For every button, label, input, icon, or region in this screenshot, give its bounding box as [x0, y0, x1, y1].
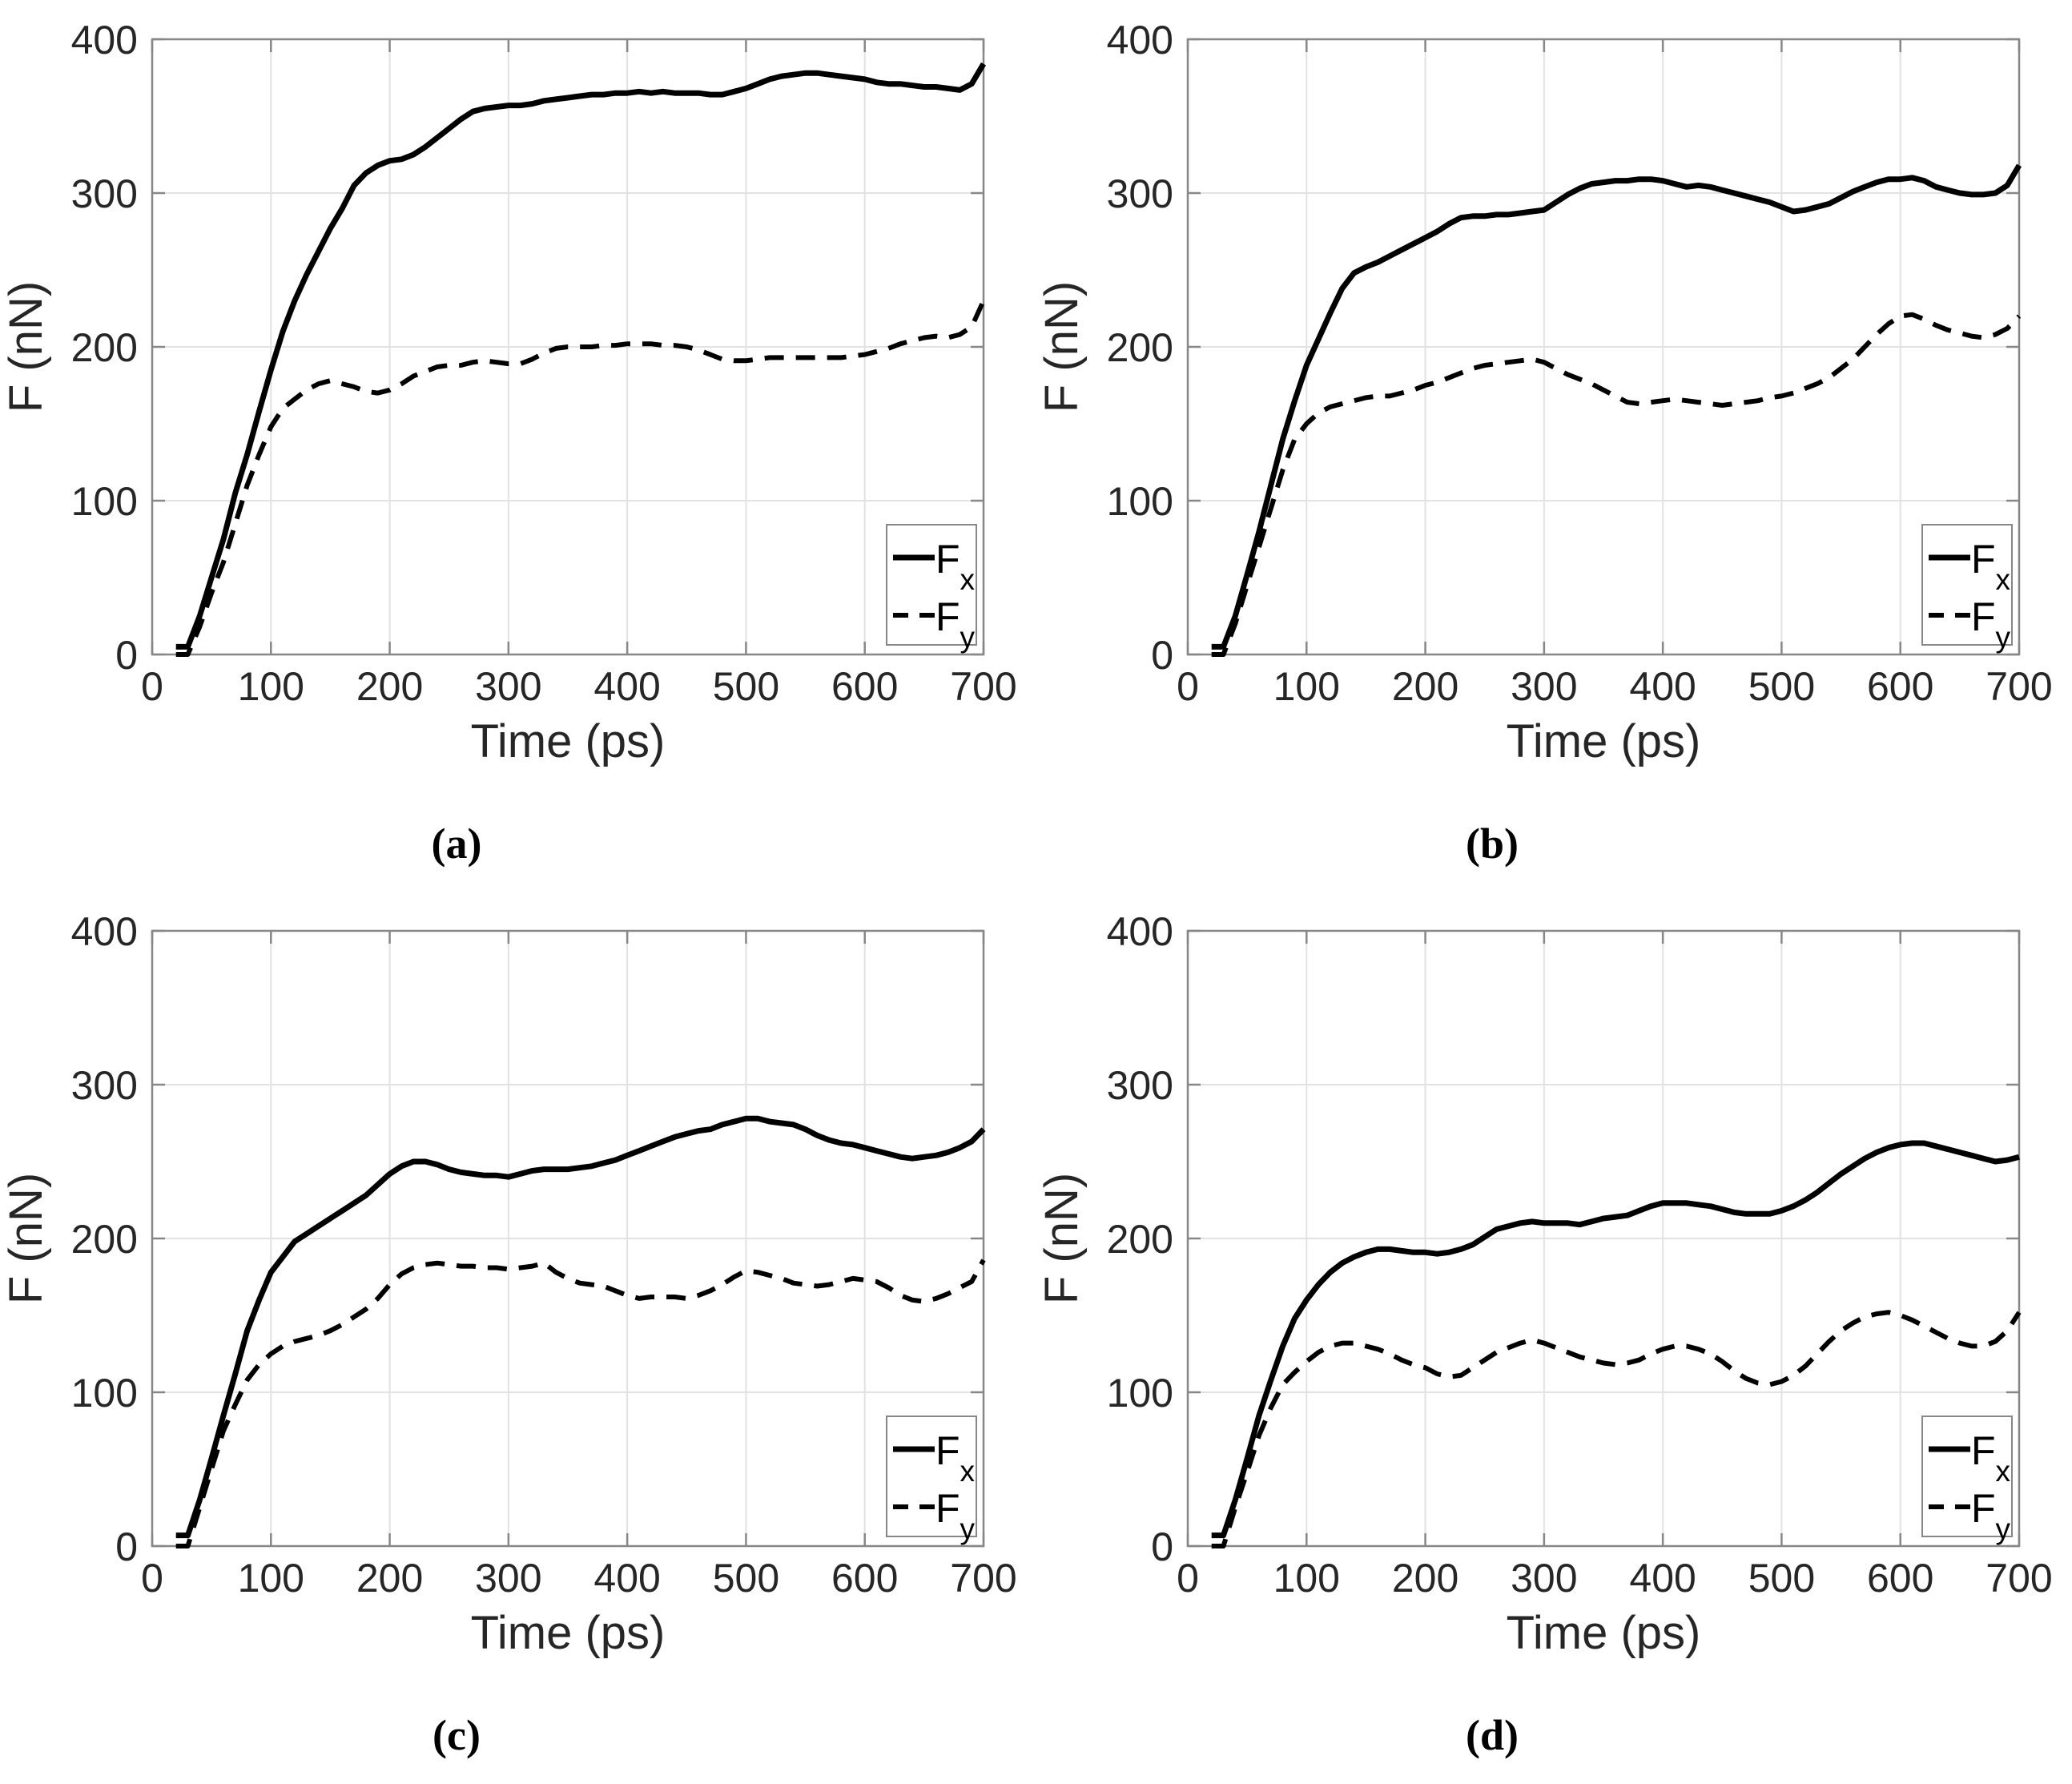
x-tick-label: 0: [1177, 1556, 1199, 1601]
legend-label-fx: Fx: [1971, 537, 2011, 596]
x-tick-label: 700: [1985, 1556, 2052, 1601]
legend-label-fy: Fy: [935, 1486, 976, 1545]
y-tick-label: 0: [115, 1524, 138, 1569]
series-fy-line: [175, 300, 986, 657]
x-tick-label: 200: [1392, 1556, 1458, 1601]
x-tick-label: 0: [141, 1556, 163, 1601]
legend-label-fy: Fy: [1971, 1486, 2011, 1545]
y-axis-label: F (nN): [1036, 281, 1088, 413]
x-tick-label: 200: [356, 664, 423, 709]
legend-label-fx: Fx: [935, 537, 976, 596]
x-tick-label: 200: [1392, 664, 1458, 709]
y-tick-label: 200: [1107, 1217, 1173, 1262]
x-tick-label: 300: [1511, 1556, 1577, 1601]
x-tick-label: 500: [1748, 664, 1815, 709]
series-fx-line: [175, 62, 987, 650]
x-axis-label: Time (ps): [471, 1607, 666, 1659]
x-tick-label: 0: [141, 664, 163, 709]
legend-label-fx: Fx: [1971, 1428, 2011, 1488]
y-tick-label: 200: [71, 325, 138, 370]
chart-c: 0 100 200 300 400 500 600 700 0 100 200 300 400 Time …: [0, 909, 1017, 1659]
series-fy-line: [1211, 1310, 2022, 1548]
panel-c: 0 100 200 300 400 500 600 700 0 100 200 300 400 Time …: [0, 892, 1036, 1784]
legend-label-fx: Fx: [935, 1428, 976, 1488]
chart-d: 0 100 200 300 400 500 600 700 0 100 200 300 400 Time …: [1036, 909, 2053, 1659]
series-fx-line: [1211, 1140, 2020, 1539]
x-tick-label: 500: [1748, 1556, 1815, 1601]
chart-a: 0 100 200 300 400 500 600 700 0 100 200 300 400 Time …: [0, 18, 1017, 767]
legend-label-fy: Fy: [935, 594, 976, 654]
x-axis-label: Time (ps): [1507, 1607, 1701, 1659]
x-axis-label: Time (ps): [1507, 715, 1701, 767]
y-axis-label: F (nN): [0, 1173, 52, 1304]
legend-box: [886, 524, 977, 646]
x-tick-label: 300: [475, 1556, 541, 1601]
x-tick-label: 100: [1273, 1556, 1340, 1601]
y-tick-label: 400: [1107, 18, 1173, 62]
y-tick-label: 0: [1151, 1524, 1173, 1569]
x-tick-label: 600: [831, 1556, 898, 1601]
y-tick-label: 100: [71, 479, 138, 524]
y-axis-label: F (nN): [0, 281, 52, 413]
x-tick-label: 400: [593, 664, 660, 709]
legend-box: [886, 1416, 977, 1537]
x-tick-label: 700: [950, 664, 1016, 709]
x-tick-label: 300: [1511, 664, 1577, 709]
x-tick-label: 100: [238, 1556, 304, 1601]
panel-a: 0 100 200 300 400 500 600 700 0 100 200 300 400 Time …: [0, 0, 1036, 892]
x-tick-label: 400: [593, 1556, 660, 1601]
panel-d: 0 100 200 300 400 500 600 700 0 100 200 300 400 Time …: [1036, 892, 2072, 1784]
x-tick-label: 200: [356, 1556, 423, 1601]
caption-d: (d): [1466, 1711, 1519, 1759]
x-tick-label: 700: [950, 1556, 1016, 1601]
y-tick-label: 200: [71, 1217, 138, 1262]
y-tick-label: 400: [1107, 909, 1173, 954]
x-tick-label: 500: [713, 664, 779, 709]
x-axis-label: Time (ps): [471, 715, 666, 767]
x-tick-label: 600: [1867, 664, 1933, 709]
caption-a: (a): [431, 820, 482, 868]
panel-b: 0 100 200 300 400 500 600 700 0 100 200 300 400 Time …: [1036, 0, 2072, 892]
y-tick-label: 300: [1107, 1063, 1173, 1108]
y-tick-label: 0: [1151, 633, 1173, 678]
x-tick-label: 700: [1985, 664, 2052, 709]
x-tick-label: 600: [1867, 1556, 1933, 1601]
y-tick-label: 400: [71, 909, 138, 954]
y-axis-label: F (nN): [1036, 1173, 1088, 1304]
caption-b: (b): [1466, 820, 1519, 868]
x-tick-label: 500: [713, 1556, 779, 1601]
y-tick-label: 300: [71, 171, 138, 216]
y-tick-label: 100: [1107, 1371, 1173, 1416]
x-tick-label: 300: [475, 664, 541, 709]
x-tick-label: 100: [1273, 664, 1340, 709]
y-tick-label: 300: [71, 1063, 138, 1108]
series-fx-line: [1211, 163, 2022, 650]
chart-b: 0 100 200 300 400 500 600 700 0 100 200 300 400 Time …: [1036, 18, 2053, 767]
y-tick-label: 0: [115, 633, 138, 678]
y-tick-label: 400: [71, 18, 138, 62]
series-fy-line: [175, 1258, 986, 1548]
legend-box: [1921, 1416, 2013, 1537]
y-tick-label: 300: [1107, 171, 1173, 216]
series-fy-line: [1211, 312, 2022, 657]
caption-c: (c): [433, 1711, 481, 1759]
y-tick-label: 100: [71, 1371, 138, 1416]
y-tick-label: 100: [1107, 479, 1173, 524]
x-tick-label: 600: [831, 664, 898, 709]
y-tick-label: 200: [1107, 325, 1173, 370]
x-tick-label: 0: [1177, 664, 1199, 709]
x-tick-label: 400: [1629, 664, 1696, 709]
legend-label-fy: Fy: [1971, 594, 2011, 654]
x-tick-label: 400: [1629, 1556, 1696, 1601]
series-fx-line: [175, 1115, 986, 1539]
x-tick-label: 100: [238, 664, 304, 709]
legend-box: [1921, 524, 2013, 646]
